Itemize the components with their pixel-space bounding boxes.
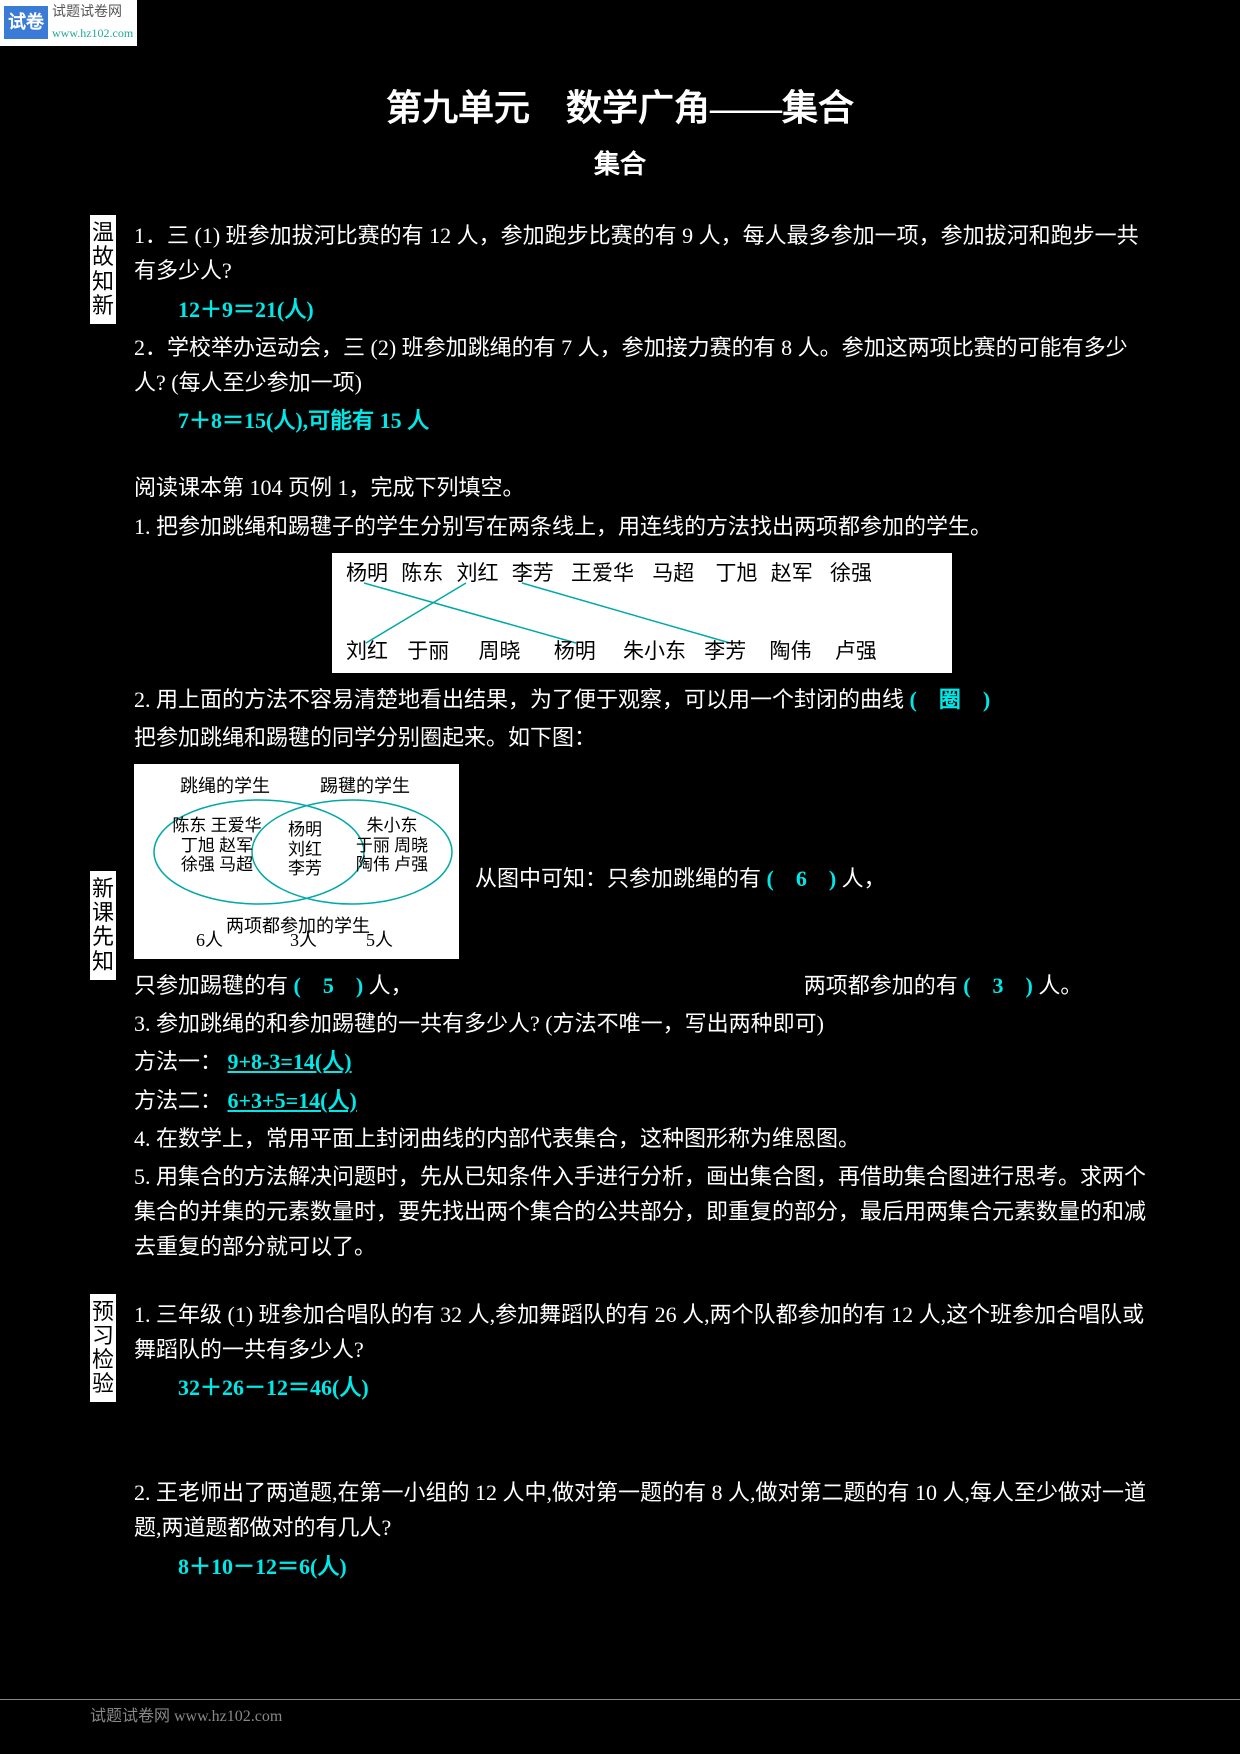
- page-title: 第九单元 数学广角——集合: [90, 80, 1150, 138]
- check-q1-answer: 32＋26－12＝46(人): [134, 1370, 1150, 1405]
- check-q1: 1. 三年级 (1) 班参加合唱队的有 32 人,参加舞蹈队的有 26 人,两个…: [134, 1297, 1150, 1367]
- venn-row: 跳绳的学生 踢毽的学生 陈东 王爱华 丁旭 赵军 徐强 马超 杨明 刘红 李芳 …: [134, 758, 1150, 965]
- footer-text: 试题试卷网 www.hz102.com: [0, 1700, 1240, 1734]
- section-label-check: 预习检验: [90, 1294, 116, 1403]
- watermark-badge: 试卷: [4, 6, 48, 39]
- new-line4b: 方法一： 9+8-3=14(人): [134, 1044, 1150, 1079]
- section-new: 新课先知 阅读课本第 104 页例 1，完成下列填空。 1. 把参加跳绳和踢毽子…: [90, 467, 1150, 1267]
- venn-count-right: 5人: [366, 926, 393, 955]
- venn-right-text: 从图中可知：只参加跳绳的有 ( 6 ) 人，: [459, 758, 1150, 965]
- new-intro: 阅读课本第 104 页例 1，完成下列填空。: [134, 470, 1150, 505]
- names-matching-diagram: 杨明 陈东 刘红 李芳 王爱华 马超 丁旭 赵军 徐强: [332, 553, 952, 673]
- new-line2: 2. 用上面的方法不容易清楚地看出结果，为了便于观察，可以用一个封闭的曲线 ( …: [134, 682, 1150, 717]
- new-line1: 1. 把参加跳绳和踢毽子的学生分别写在两条线上，用连线的方法找出两项都参加的学生…: [134, 509, 1150, 544]
- section-label-new: 新课先知: [90, 871, 116, 980]
- review-q1-answer: 12＋9＝21(人): [134, 292, 1150, 327]
- new-line4c: 方法二： 6+3+5=14(人): [134, 1083, 1150, 1118]
- watermark: 试卷 试题试卷网 www.hz102.com: [0, 0, 137, 46]
- page-footer: 试题试卷网 www.hz102.com: [0, 1599, 1240, 1734]
- venn-title-left: 跳绳的学生: [180, 772, 270, 801]
- page-subtitle: 集合: [90, 144, 1150, 186]
- line3-row2: 只参加踢毽的有 ( 5 ) 人， 两项都参加的有 ( 3 ) 人。: [134, 968, 1150, 1003]
- venn-only-left: 陈东 王爱华 丁旭 赵军 徐强 马超: [162, 816, 272, 875]
- section-label-review: 温故知新: [90, 215, 116, 324]
- venn-diagram: 跳绳的学生 踢毽的学生 陈东 王爱华 丁旭 赵军 徐强 马超 杨明 刘红 李芳 …: [134, 764, 459, 959]
- new-line2-cont: 把参加跳绳和踢毽的同学分别圈起来。如下图：: [134, 720, 1150, 755]
- section-review: 温故知新 1．三 (1) 班参加拔河比赛的有 12 人，参加跑步比赛的有 9 人…: [90, 215, 1150, 441]
- check-q2-answer: 8＋10－12＝6(人): [134, 1549, 1150, 1584]
- review-q2-answer: 7＋8＝15(人),可能有 15 人: [134, 403, 1150, 438]
- venn-count-mid: 3人: [290, 926, 317, 955]
- review-q1: 1．三 (1) 班参加拔河比赛的有 12 人，参加跑步比赛的有 9 人，每人最多…: [134, 218, 1150, 288]
- section-check: 预习检验 1. 三年级 (1) 班参加合唱队的有 32 人,参加舞蹈队的有 26…: [90, 1294, 1150, 1587]
- watermark-line2: www.hz102.com: [52, 24, 133, 43]
- venn-only-right: 朱小东 于丽 周晓 陶伟 卢强: [340, 816, 444, 875]
- venn-count-left: 6人: [196, 926, 223, 955]
- venn-both: 杨明 刘红 李芳: [280, 820, 330, 879]
- new-line5: 4. 在数学上，常用平面上封闭曲线的内部代表集合，这种图形称为维恩图。: [134, 1121, 1150, 1156]
- review-q2: 2．学校举办运动会，三 (2) 班参加跳绳的有 7 人，参加接力赛的有 8 人。…: [134, 330, 1150, 400]
- new-line4a: 3. 参加跳绳的和参加踢毽的一共有多少人? (方法不唯一，写出两种即可): [134, 1006, 1150, 1041]
- page-content: 第九单元 数学广角——集合 集合 温故知新 1．三 (1) 班参加拔河比赛的有 …: [0, 0, 1240, 1637]
- check-q2: 2. 王老师出了两道题,在第一小组的 12 人中,做对第一题的有 8 人,做对第…: [134, 1475, 1150, 1545]
- watermark-line1: 试题试卷网: [52, 2, 133, 24]
- names-bot-row: 刘红 于丽 周晓 杨明 朱小东 李芳 陶伟 卢强: [332, 635, 952, 669]
- new-line6: 5. 用集合的方法解决问题时，先从已知条件入手进行分析，画出集合图，再借助集合图…: [134, 1159, 1150, 1265]
- venn-title-right: 踢毽的学生: [320, 772, 410, 801]
- names-top-row: 杨明 陈东 刘红 李芳 王爱华 马超 丁旭 赵军 徐强: [332, 557, 952, 591]
